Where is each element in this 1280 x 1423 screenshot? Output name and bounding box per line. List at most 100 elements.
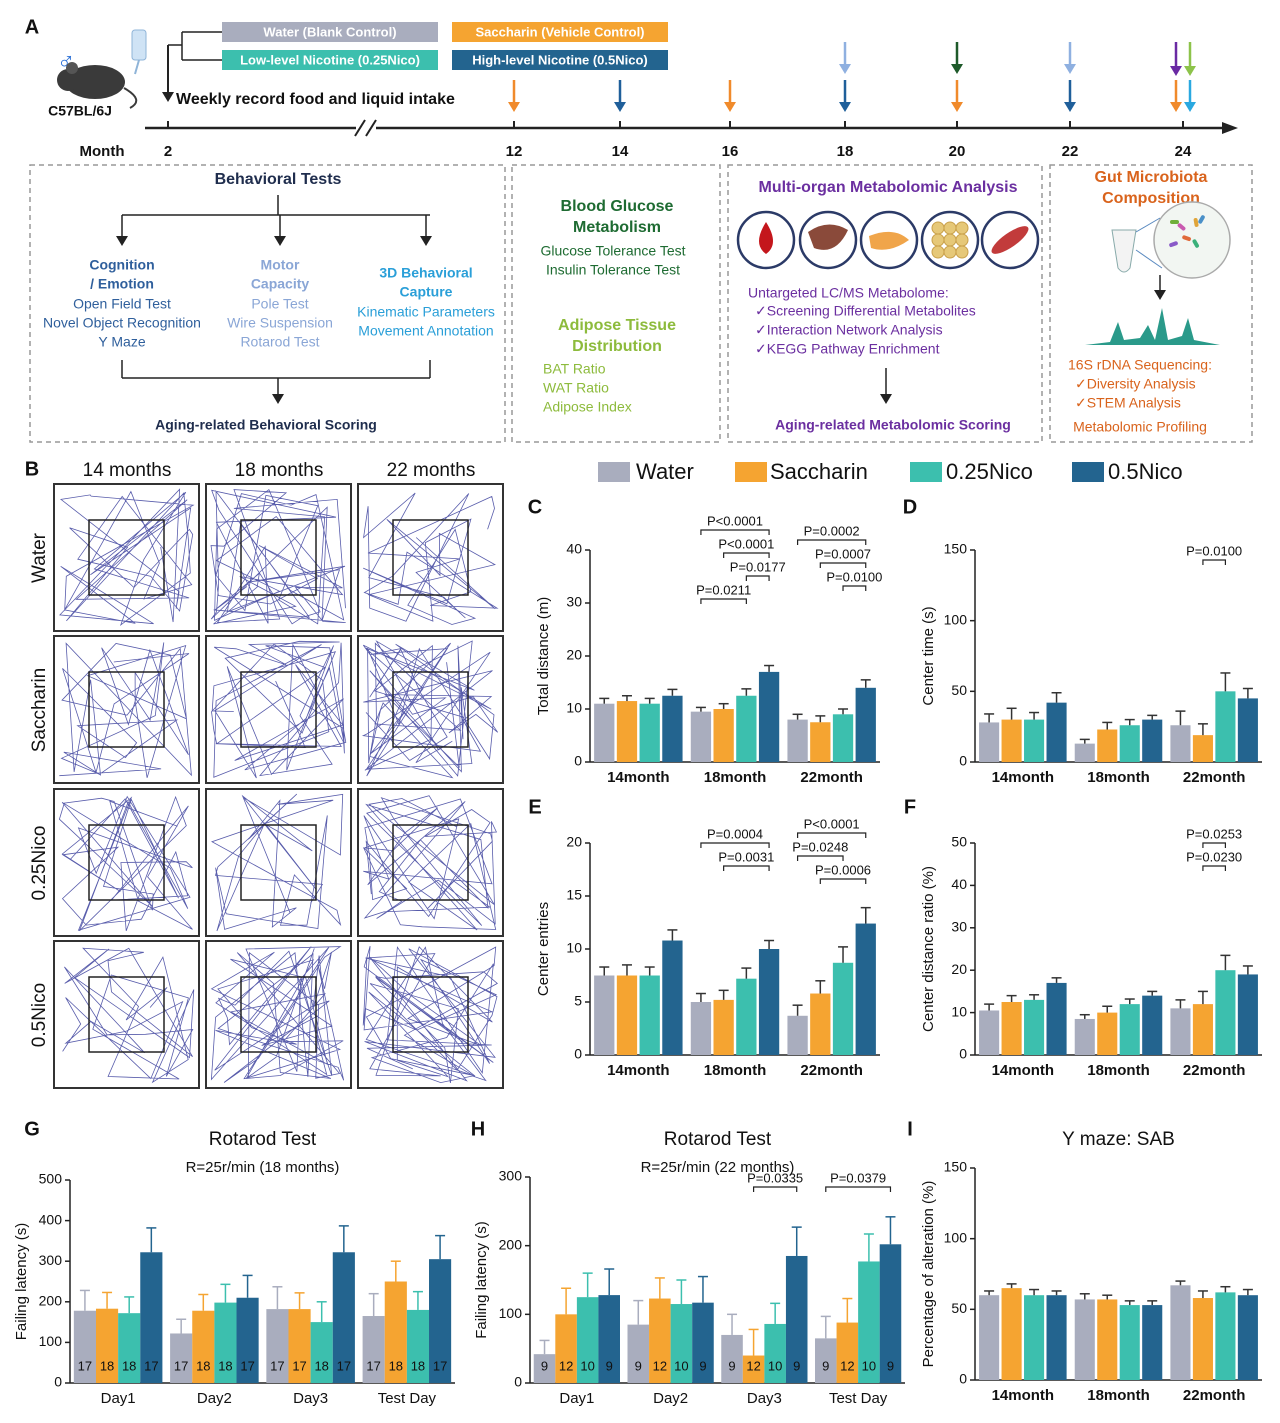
chart-title: Rotarod Test bbox=[664, 1129, 772, 1150]
organ-blood bbox=[759, 222, 773, 254]
microbe bbox=[1198, 215, 1205, 224]
microbe bbox=[1192, 239, 1199, 248]
bar bbox=[785, 1255, 808, 1383]
bar bbox=[1001, 1288, 1022, 1380]
center-zone bbox=[88, 671, 165, 748]
y-tick-label: 0 bbox=[959, 1046, 967, 1062]
bar bbox=[832, 962, 854, 1055]
x-tick-label: 14month bbox=[607, 769, 670, 786]
bar bbox=[1046, 702, 1067, 762]
error-bar bbox=[863, 1233, 874, 1262]
section-item: ✓Interaction Network Analysis bbox=[755, 322, 943, 338]
bar bbox=[736, 695, 757, 762]
y-axis-label: Failing latency (s) bbox=[13, 1223, 30, 1341]
significance-label: P=0.0100 bbox=[1186, 543, 1242, 558]
branch-title: Cognition bbox=[89, 257, 154, 273]
bar bbox=[594, 703, 615, 762]
x-tick-label: Day2 bbox=[653, 1390, 688, 1407]
significance-label: P=0.0031 bbox=[718, 849, 774, 864]
y-tick-label: 400 bbox=[39, 1211, 63, 1227]
x-tick-label: 22month bbox=[1183, 1062, 1246, 1079]
bar bbox=[1074, 1018, 1095, 1055]
bar bbox=[1237, 1295, 1258, 1380]
legend-label: Water bbox=[636, 459, 694, 484]
error-bar bbox=[1124, 718, 1135, 726]
significance-label: P=0.0230 bbox=[1186, 849, 1242, 864]
significance-bracket bbox=[745, 575, 770, 581]
y-tick-label: 500 bbox=[39, 1171, 63, 1187]
month-label: 24 bbox=[1175, 143, 1192, 160]
organ-fat bbox=[955, 233, 969, 247]
bottle bbox=[131, 29, 147, 61]
legend-swatch bbox=[1072, 462, 1104, 482]
group-box bbox=[222, 50, 438, 70]
error-bar bbox=[272, 1286, 283, 1310]
bar bbox=[406, 1309, 430, 1383]
bar bbox=[1119, 1305, 1140, 1380]
error-bar bbox=[695, 706, 706, 712]
bar bbox=[836, 1322, 859, 1383]
n-label: 18 bbox=[389, 1358, 403, 1373]
arrow-head bbox=[724, 102, 736, 112]
branch-item: Kinematic Parameters bbox=[357, 304, 495, 320]
bar bbox=[1237, 698, 1258, 762]
error-bar bbox=[1051, 691, 1062, 703]
error-bar bbox=[718, 989, 729, 1000]
x-tick-label: 14month bbox=[992, 1387, 1055, 1404]
y-tick-label: 0 bbox=[514, 1374, 522, 1390]
trajectory bbox=[58, 795, 193, 932]
mouse-body bbox=[65, 65, 125, 99]
panel-label: A bbox=[25, 16, 39, 38]
bar bbox=[649, 1298, 671, 1383]
panel-label: D bbox=[903, 496, 917, 518]
error-bar bbox=[885, 1216, 896, 1245]
error-bar bbox=[1006, 1283, 1017, 1289]
section-box bbox=[727, 164, 1043, 443]
bottle-spout bbox=[134, 59, 140, 75]
bar bbox=[815, 1338, 837, 1383]
error-bar bbox=[820, 1315, 831, 1339]
significance-bracket bbox=[723, 865, 770, 871]
bar bbox=[310, 1322, 333, 1383]
trajectory bbox=[363, 492, 499, 625]
y-tick-label: 15 bbox=[566, 887, 582, 903]
arrow-head bbox=[951, 102, 963, 112]
significance-bracket bbox=[819, 562, 867, 568]
bar bbox=[429, 1259, 452, 1383]
y-tick-label: 100 bbox=[499, 1305, 523, 1321]
significance-label: P=0.0100 bbox=[826, 569, 882, 584]
center-zone bbox=[392, 519, 469, 596]
center-zone bbox=[240, 976, 317, 1053]
microbe bbox=[1182, 235, 1191, 242]
n-label: 9 bbox=[887, 1358, 894, 1373]
organ-pancreas bbox=[869, 231, 909, 250]
organ-fat bbox=[955, 245, 969, 259]
bar bbox=[533, 1354, 556, 1383]
y-tick-label: 300 bbox=[39, 1252, 63, 1268]
significance-label: P<0.0001 bbox=[707, 513, 763, 528]
significance-label: P=0.0004 bbox=[707, 826, 763, 841]
error-bar bbox=[1029, 994, 1040, 1000]
bar bbox=[690, 1002, 712, 1055]
error-bar bbox=[727, 1313, 738, 1335]
y-tick-label: 50 bbox=[951, 834, 967, 850]
arrow-head bbox=[1154, 290, 1166, 300]
microbe-circle bbox=[1153, 201, 1231, 279]
error-bar bbox=[1220, 672, 1231, 692]
significance-bracket bbox=[819, 878, 867, 884]
branch-title: Capture bbox=[400, 284, 453, 300]
n-label: 18 bbox=[411, 1358, 425, 1373]
trajectory bbox=[361, 640, 499, 779]
bar bbox=[1170, 1008, 1191, 1055]
error-bar bbox=[435, 1234, 446, 1260]
error-bar bbox=[599, 966, 610, 976]
section-title: Gut Microbiota bbox=[1095, 169, 1208, 186]
error-bar bbox=[412, 1290, 423, 1310]
n-label: 9 bbox=[728, 1358, 735, 1373]
microbe bbox=[1193, 218, 1199, 227]
bar bbox=[832, 714, 854, 762]
error-bar bbox=[815, 980, 826, 994]
group-label: Low-level Nicotine (0.25Nico) bbox=[240, 52, 420, 67]
significance-bracket bbox=[700, 598, 747, 604]
strain: C57BL/6J bbox=[48, 103, 112, 119]
